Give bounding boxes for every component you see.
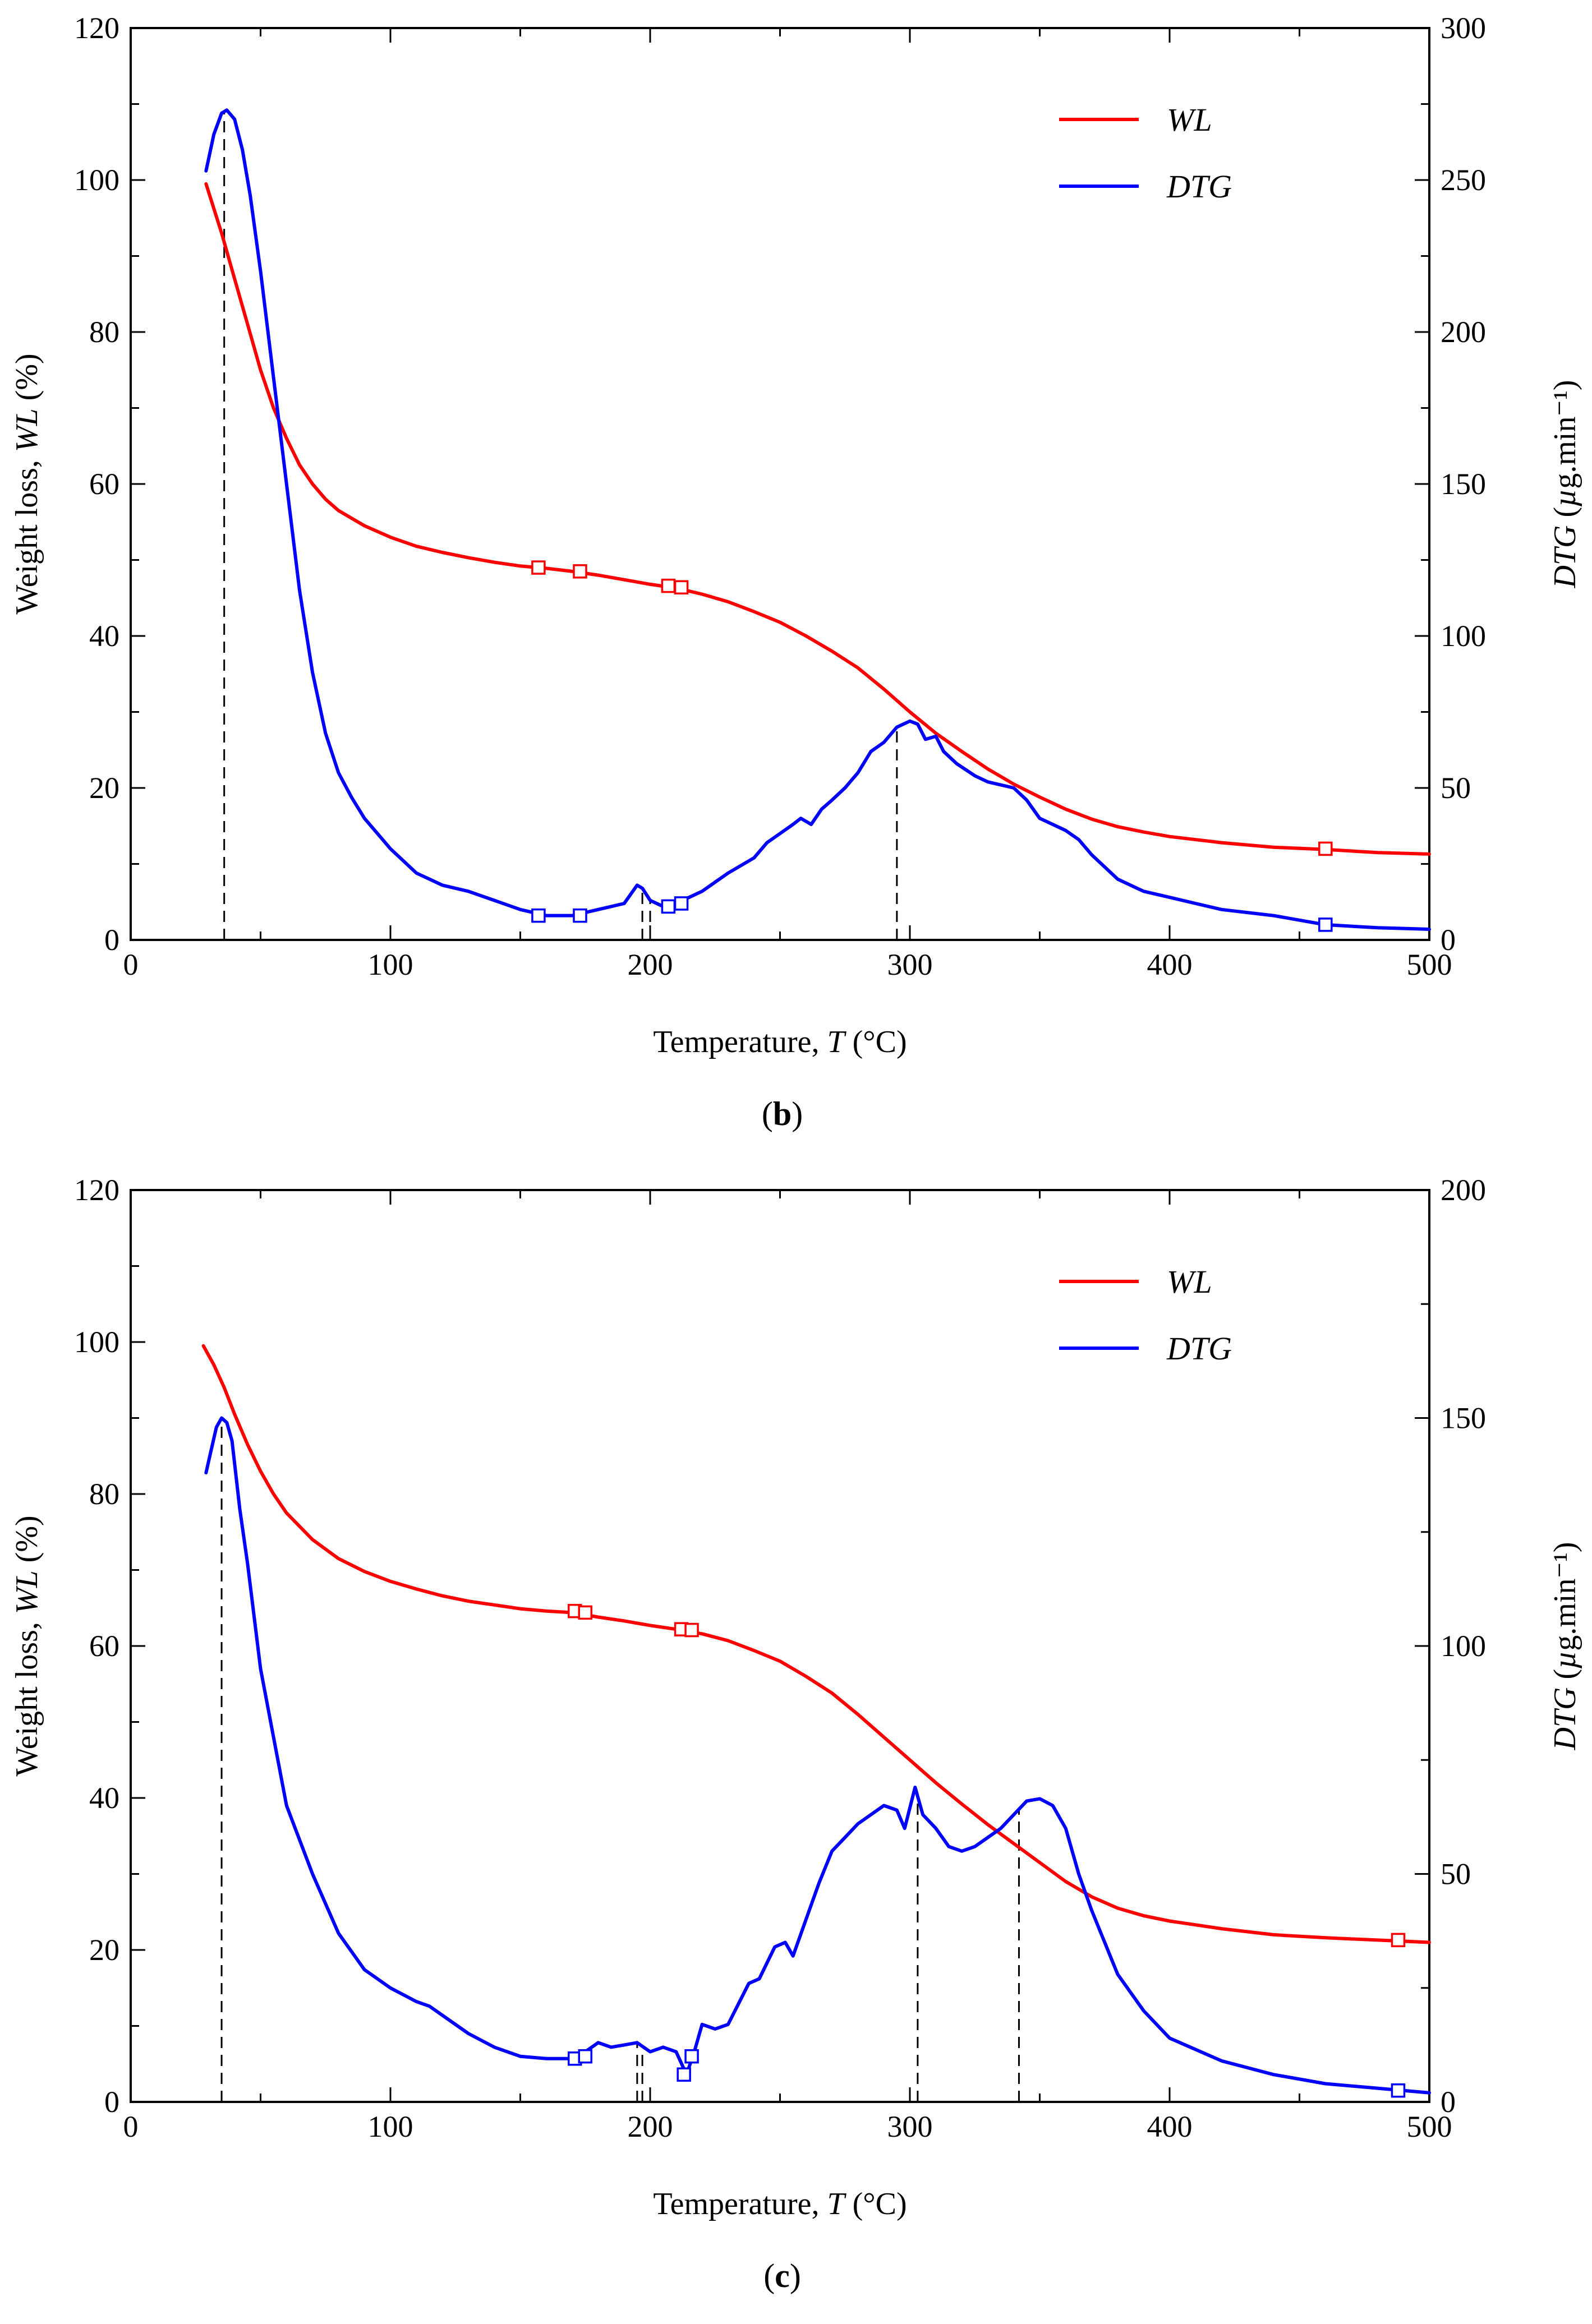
chart-c-y-right-tick-label: 150 <box>1441 1401 1486 1435</box>
chart-c-dtg-marker <box>578 2049 592 2064</box>
chart-c-plot-frame <box>130 1189 1430 2103</box>
chart-c-x-tick-label: 200 <box>628 2110 673 2143</box>
chart-c-dtg-marker <box>684 2049 699 2064</box>
chart-c-y-left-tick-label: 40 <box>89 1781 119 1815</box>
chart-b-y-right-tick-label: 150 <box>1441 467 1486 501</box>
chart-b-dtg-marker <box>661 899 676 914</box>
chart-c-y-left-tick-label: 60 <box>89 1629 119 1663</box>
chart-c-x-tick-label: 300 <box>887 2110 933 2143</box>
chart-c-y-left-tick-label: 80 <box>89 1477 119 1511</box>
chart-b-y-left-axis-title: Weight loss, WL (%) <box>10 353 44 614</box>
chart-b-y-left-tick-label: 60 <box>89 467 119 501</box>
chart-c-y-right-tick-label: 0 <box>1441 2085 1456 2119</box>
chart-b-wl-marker <box>674 580 689 595</box>
chart-b-y-right-tick-label: 250 <box>1441 163 1486 197</box>
chart-c-y-right-axis-title: DTG (µg.min⁻¹) <box>1548 1542 1582 1750</box>
chart-b-plot-frame <box>130 27 1430 941</box>
chart-c-y-right-tick-label: 200 <box>1441 1173 1486 1207</box>
chart-c-x-tick-label: 500 <box>1407 2110 1452 2143</box>
chart-b-y-right-tick-label: 50 <box>1441 771 1471 805</box>
chart-b-y-left-tick-label: 0 <box>104 923 119 957</box>
chart-c-y-left-tick-label: 100 <box>74 1325 119 1359</box>
chart-b-legend-wl-label: WL <box>1167 102 1212 138</box>
chart-c-y-left-tick-label: 120 <box>74 1173 119 1207</box>
chart-b-y-right-tick-label: 200 <box>1441 315 1486 349</box>
chart-c-y-left-tick-label: 20 <box>89 1933 119 1967</box>
chart-c-dtg-marker <box>677 2067 691 2082</box>
chart-b-wl-marker <box>573 564 587 579</box>
chart-c-x-tick-label: 100 <box>368 2110 413 2143</box>
chart-b-y-left-tick-label: 20 <box>89 771 119 805</box>
chart-b-y-left-tick-label: 100 <box>74 163 119 197</box>
chart-b-x-tick-label: 400 <box>1147 948 1193 981</box>
chart-b-svg: 0 100 200 300 400 500020406080100120050100150… <box>10 11 1582 1132</box>
chart-c-dtg-marker <box>1391 2083 1406 2098</box>
chart-b-y-right-tick-label: 300 <box>1441 11 1486 45</box>
chart-c-caption: (c) <box>763 2257 801 2294</box>
chart-c-legend-wl-label: WL <box>1167 1264 1212 1300</box>
chart-b-series-wl-line <box>204 182 1431 856</box>
chart-b-series-dtg-line <box>204 108 1431 931</box>
chart-c-y-left-tick-label: 0 <box>104 2085 119 2119</box>
chart-c-series-dtg-line <box>204 1416 1431 2095</box>
chart-b-y-right-tick-label: 100 <box>1441 619 1486 653</box>
chart-c-series-wl-line <box>201 1344 1431 1944</box>
chart-c-wl-marker <box>1391 1933 1406 1948</box>
chart-b-caption: (b) <box>762 1095 803 1132</box>
chart-c-wl-marker <box>684 1622 699 1638</box>
chart-c-y-right-tick-label: 50 <box>1441 1857 1471 1891</box>
chart-b-dtg-marker <box>531 908 546 923</box>
chart-b-x-tick-label: 200 <box>628 948 673 981</box>
chart-b-x-tick-label: 500 <box>1407 948 1452 981</box>
chart-c-legend-dtg-label: DTG <box>1166 1330 1232 1367</box>
chart-b-dtg-marker <box>573 908 587 923</box>
chart-b-wl-marker <box>1318 841 1333 856</box>
chart-b-legend-dtg-label: DTG <box>1166 168 1232 205</box>
chart-c-y-left-axis-title: Weight loss, WL (%) <box>10 1515 44 1776</box>
chart-b-wl-marker <box>661 578 676 593</box>
chart-panel-b: 0 100 200 300 400 500 0 20 40 60 80 100 120 0 50 100 150… <box>10 11 1582 1132</box>
chart-c-x-tick-label: 0 <box>123 2110 139 2143</box>
chart-c-x-tick-label: 400 <box>1147 2110 1193 2143</box>
chart-b-x-tick-label: 0 <box>123 948 139 981</box>
chart-b-wl-marker <box>531 560 546 575</box>
chart-b-y-right-tick-label: 0 <box>1441 923 1456 957</box>
chart-c-wl-marker <box>578 1605 592 1620</box>
chart-panel-c: 0 100 200 300 400 500 0 20 40 60 80 100 120 0 50 100 150… <box>0 1162 1592 2324</box>
chart-b-y-left-tick-label: 120 <box>74 11 119 45</box>
chart-b-dtg-marker <box>674 896 689 911</box>
chart-c-svg: 0 100 200 300 400 500020406080100120050100150… <box>10 1173 1582 2294</box>
chart-b-y-left-tick-label: 80 <box>89 315 119 349</box>
chart-b-dtg-marker <box>1318 917 1333 932</box>
chart-c-y-right-tick-label: 100 <box>1441 1629 1486 1663</box>
chart-b-x-axis-title: Temperature, T (°C) <box>653 1025 907 1059</box>
chart-b-x-tick-label: 100 <box>368 948 413 981</box>
chart-c-x-axis-title: Temperature, T (°C) <box>653 2187 907 2221</box>
chart-b-x-tick-label: 300 <box>887 948 933 981</box>
chart-b-y-right-axis-title: DTG (µg.min⁻¹) <box>1548 380 1582 588</box>
chart-b-y-left-tick-label: 40 <box>89 619 119 653</box>
